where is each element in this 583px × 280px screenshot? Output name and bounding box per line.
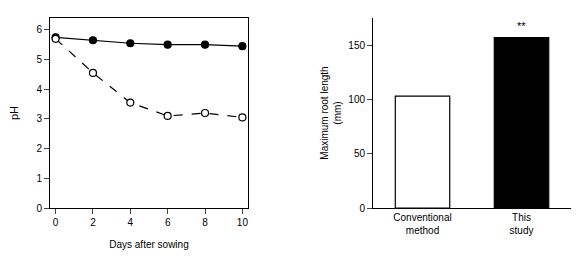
svg-text:4: 4 bbox=[36, 84, 42, 95]
svg-text:Days after sowing: Days after sowing bbox=[109, 239, 188, 250]
svg-text:0: 0 bbox=[359, 203, 365, 214]
svg-text:4: 4 bbox=[128, 217, 134, 228]
svg-text:Maximum root length(mm): Maximum root length(mm) bbox=[319, 66, 343, 159]
svg-text:**: ** bbox=[517, 20, 526, 32]
svg-text:5: 5 bbox=[36, 54, 42, 65]
svg-text:150: 150 bbox=[348, 40, 365, 51]
svg-text:2: 2 bbox=[36, 143, 42, 154]
svg-text:50: 50 bbox=[354, 148, 366, 159]
svg-text:2: 2 bbox=[90, 217, 96, 228]
svg-text:3: 3 bbox=[36, 113, 42, 124]
svg-text:0: 0 bbox=[53, 217, 59, 228]
svg-text:10: 10 bbox=[237, 217, 249, 228]
svg-text:6: 6 bbox=[165, 217, 171, 228]
svg-text:8: 8 bbox=[202, 217, 208, 228]
svg-text:Conventionalmethod: Conventionalmethod bbox=[393, 212, 451, 236]
svg-text:100: 100 bbox=[348, 94, 365, 105]
svg-text:Thisstudy: Thisstudy bbox=[510, 212, 534, 236]
svg-text:6: 6 bbox=[36, 24, 42, 35]
svg-text:0: 0 bbox=[36, 203, 42, 214]
svg-text:pH: pH bbox=[8, 106, 20, 120]
svg-text:1: 1 bbox=[36, 173, 42, 184]
